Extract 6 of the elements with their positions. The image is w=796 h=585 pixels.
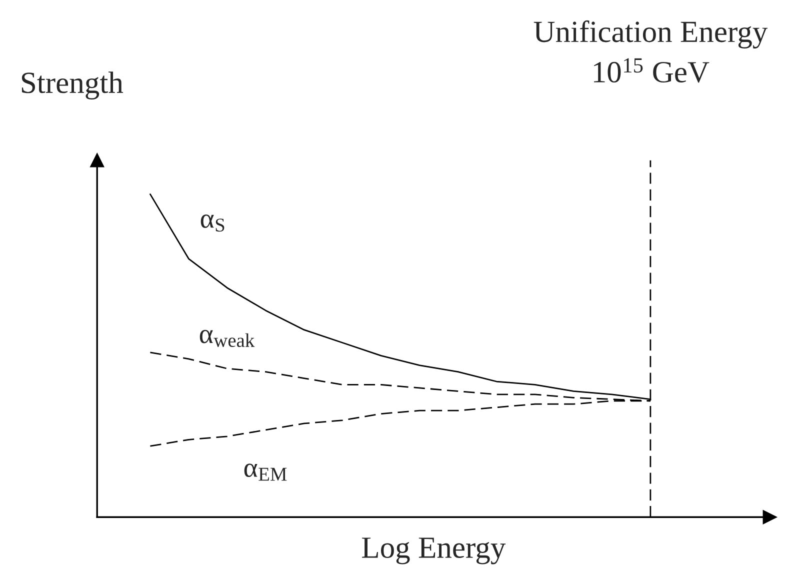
series-label: α$_{S}$ [200,214,224,232]
x-axis-title: Log Energy [362,538,506,564]
series-label: α$_{weak}$ [200,330,255,348]
y-axis-title: Strength [22,72,124,100]
text: Unification Energy 10$^{15}$ GeV [534,20,768,83]
series-label: α$_{EM}$ [244,464,287,481]
